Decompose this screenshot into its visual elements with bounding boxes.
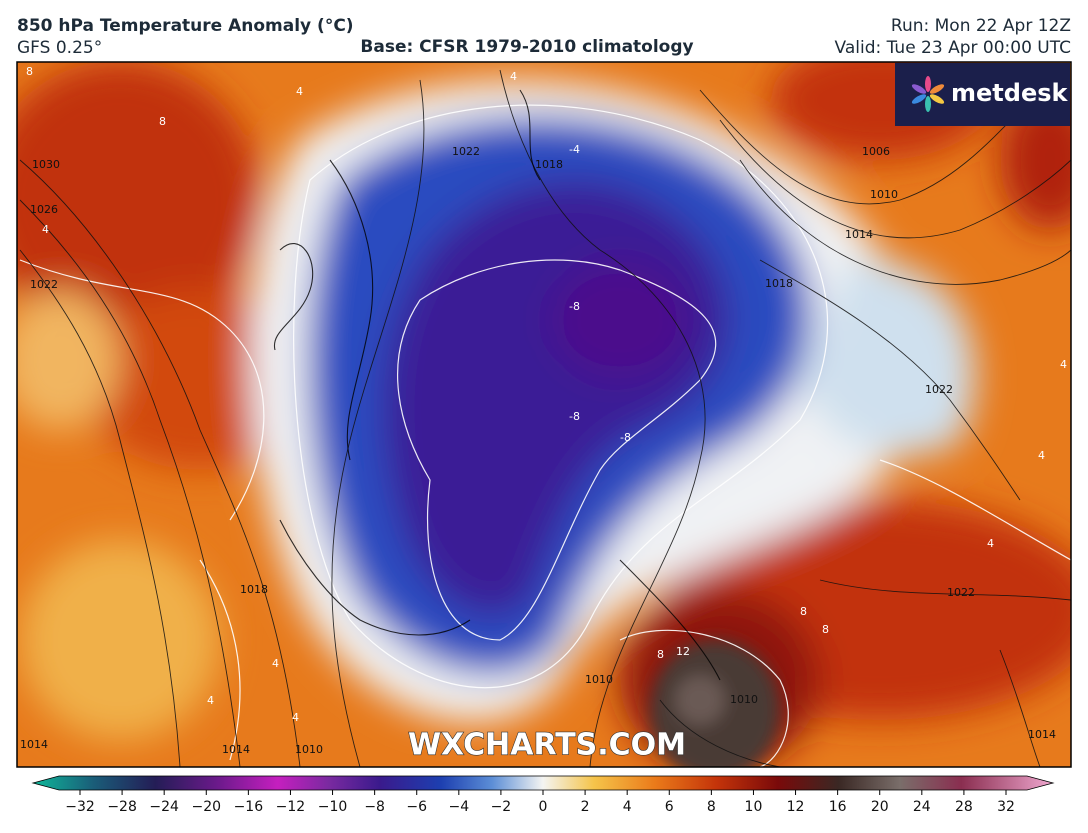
anomaly-label: 4: [292, 711, 299, 724]
isobar-label: 1014: [222, 743, 250, 756]
colorbar-tick-label: 16: [829, 799, 847, 815]
anomaly-label: 4: [296, 85, 303, 98]
colorbar-tick-label: −28: [107, 799, 137, 815]
colorbar-tick-label: −20: [191, 799, 221, 815]
isobar-label: 1014: [845, 228, 873, 241]
colorbar-tick-label: 28: [955, 799, 973, 815]
isobar-label: 1014: [1028, 728, 1056, 741]
anomaly-label: 4: [987, 537, 994, 550]
colorbar-tick-label: −10: [318, 799, 348, 815]
isobar-label: 1018: [535, 158, 563, 171]
title: 850 hPa Temperature Anomaly (°C): [17, 16, 354, 36]
anomaly-label: 4: [1038, 449, 1045, 462]
colorbar-tick-label: 2: [581, 799, 590, 815]
anomaly-label: 8: [26, 65, 33, 78]
colorbar-tick-label: 24: [913, 799, 931, 815]
isobar-label: 1030: [32, 158, 60, 171]
valid: Valid: Tue 23 Apr 00:00 UTC: [835, 38, 1071, 58]
isobar-label: 1022: [925, 383, 953, 396]
logo: metdesk: [895, 63, 1070, 126]
colorbar-tick-label: −32: [65, 799, 95, 815]
colorbar-tick-label: 6: [665, 799, 674, 815]
colorbar-tick-label: −24: [149, 799, 179, 815]
colorbar-tick-label: 20: [871, 799, 889, 815]
colorbar-tick-label: 4: [623, 799, 632, 815]
isobar-label: 1014: [20, 738, 48, 751]
anomaly-label: 8: [657, 648, 664, 661]
map-frame: [16, 61, 1072, 768]
anomaly-label: 4: [42, 223, 49, 236]
isobar-label: 1022: [452, 145, 480, 158]
isobar-label: 1010: [730, 693, 758, 706]
colorbar-tick-label: −16: [234, 799, 264, 815]
colorbar-tick-label: 10: [745, 799, 763, 815]
isobar-label: 1006: [862, 145, 890, 158]
anomaly-label: -8: [620, 431, 631, 444]
isobar-label: 1022: [30, 278, 58, 291]
isobar-label: 1018: [240, 583, 268, 596]
isobar-label: 1018: [765, 277, 793, 290]
run: Run: Mon 22 Apr 12Z: [891, 16, 1071, 36]
colorbar-tick-label: −6: [406, 799, 427, 815]
anomaly-label: -8: [569, 410, 580, 423]
colorbar: −32 −28 −24 −20 −16 −12 −10 −8 −6 −4 −2 0 2 4 6 8 10 12 16…: [31, 775, 1055, 815]
anomaly-label: 4: [1060, 358, 1067, 371]
colorbar-tick-label: 8: [707, 799, 716, 815]
model: GFS 0.25°: [17, 38, 102, 58]
map-field: 1030 1026 1022 1022 1018 1006 1010 1014 …: [17, 62, 1071, 767]
anomaly-label: 4: [272, 657, 279, 670]
watermark: WXCHARTS.COM: [408, 728, 686, 763]
anomaly-label: 8: [800, 605, 807, 618]
colorbar-tick-label: −2: [491, 799, 512, 815]
colorbar-tick-label: 32: [997, 799, 1015, 815]
isobar-label: 1022: [947, 586, 975, 599]
isobar-label: 1026: [30, 203, 58, 216]
colorbar-tick-label: −8: [364, 799, 385, 815]
colorbar-tick-label: 12: [787, 799, 805, 815]
logo-text: metdesk: [951, 79, 1069, 107]
base: Base: CFSR 1979-2010 climatology: [360, 37, 693, 57]
isobar-label: 1010: [870, 188, 898, 201]
isobar-label: 1010: [295, 743, 323, 756]
anomaly-label: -8: [569, 300, 580, 313]
anomaly-label: 8: [822, 623, 829, 636]
colorbar-tick-label: 0: [539, 799, 548, 815]
anomaly-label: 8: [159, 115, 166, 128]
anomaly-label: 4: [207, 694, 214, 707]
colorbar-tick-label: −4: [448, 799, 469, 815]
colorbar-tick-label: −12: [276, 799, 306, 815]
anomaly-label: 4: [510, 70, 517, 83]
isobar-label: 1010: [585, 673, 613, 686]
anomaly-label: 12: [676, 645, 690, 658]
anomaly-label: -4: [569, 143, 580, 156]
